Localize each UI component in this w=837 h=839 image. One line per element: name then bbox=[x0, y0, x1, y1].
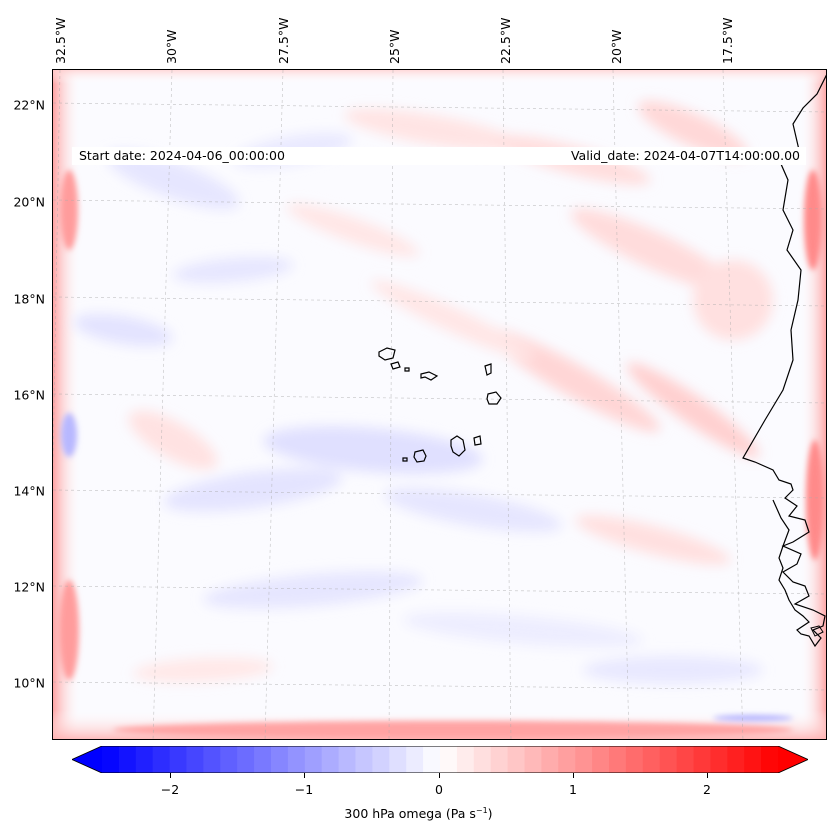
colorbar-bin bbox=[541, 746, 559, 773]
colorbar-label: 300 hPa omega (Pa s−1) bbox=[0, 806, 837, 821]
colorbar-bin bbox=[153, 746, 171, 773]
cb-tick-label: 0 bbox=[435, 782, 443, 797]
colorbar-label-text: 300 hPa omega (Pa s bbox=[344, 806, 475, 821]
cb-tick-mark bbox=[170, 773, 171, 778]
colorbar-extend-max bbox=[778, 746, 808, 773]
colorbar-bin bbox=[389, 746, 407, 773]
colorbar-bin bbox=[356, 746, 374, 773]
colorbar-bin bbox=[660, 746, 678, 773]
cb-tick-mark bbox=[573, 773, 574, 778]
colorbar-bin bbox=[119, 746, 136, 773]
colorbar-extend-min bbox=[72, 746, 102, 773]
valid-date-label: Valid_date: 2024-04-07T14:00:00.00 bbox=[571, 147, 800, 165]
start-date-label: Start date: 2024-04-06_00:00:00 bbox=[79, 147, 285, 165]
lat-label-18n: 18°N bbox=[13, 292, 45, 307]
colorbar-bin bbox=[474, 746, 492, 773]
colorbar-bin bbox=[203, 746, 221, 773]
colorbar-bin bbox=[525, 746, 543, 773]
cb-tick-label: 1 bbox=[569, 782, 577, 797]
colorbar-bin bbox=[372, 746, 390, 773]
colorbar-bin bbox=[677, 746, 695, 773]
colorbar-bin bbox=[136, 746, 154, 773]
field-edge-top bbox=[53, 70, 827, 84]
colorbar-bin bbox=[305, 746, 323, 773]
colorbar-bin bbox=[744, 746, 762, 773]
colorbar-bin bbox=[220, 746, 238, 773]
colorbar-bin bbox=[237, 746, 255, 773]
cb-tick-label: −1 bbox=[295, 782, 313, 797]
colorbar-bin bbox=[322, 746, 340, 773]
colorbar-bin bbox=[508, 746, 525, 773]
colorbar-bin bbox=[339, 746, 357, 773]
colorbar-bin bbox=[491, 746, 509, 773]
lon-label-25w: 25°W bbox=[387, 29, 402, 64]
colorbar-bin bbox=[609, 746, 627, 773]
lat-label-16n: 16°N bbox=[13, 388, 45, 403]
lon-label-32-5w: 32.5°W bbox=[53, 18, 68, 64]
colorbar-bin bbox=[102, 746, 120, 773]
cb-tick-label: 2 bbox=[703, 782, 711, 797]
colorbar-bin bbox=[271, 746, 289, 773]
cb-tick-mark bbox=[707, 773, 708, 778]
colorbar-bin bbox=[457, 746, 475, 773]
colorbar-label-close: ) bbox=[488, 806, 493, 821]
colorbar-bin bbox=[626, 746, 644, 773]
colorbar-bins bbox=[72, 746, 808, 773]
lat-label-10n: 10°N bbox=[13, 676, 45, 691]
lon-label-17-5w: 17.5°W bbox=[720, 18, 735, 64]
cb-tick-mark bbox=[304, 773, 305, 778]
lat-label-20n: 20°N bbox=[13, 195, 45, 210]
lon-label-20w: 20°W bbox=[609, 29, 624, 64]
lon-label-30w: 30°W bbox=[164, 29, 179, 64]
colorbar bbox=[72, 746, 808, 773]
colorbar-bin bbox=[170, 746, 188, 773]
omega-field bbox=[53, 70, 827, 740]
lat-label-14n: 14°N bbox=[13, 484, 45, 499]
colorbar-bin bbox=[694, 746, 712, 773]
colorbar-bin bbox=[406, 746, 424, 773]
colorbar-label-exponent: −1 bbox=[476, 806, 488, 815]
colorbar-bin bbox=[440, 746, 458, 773]
colorbar-bin bbox=[575, 746, 593, 773]
colorbar-bin bbox=[254, 746, 272, 773]
colorbar-bin bbox=[710, 746, 728, 773]
colorbar-bin bbox=[643, 746, 661, 773]
colorbar-bin bbox=[558, 746, 576, 773]
map-panel: Start date: 2024-04-06_00:00:00 Valid_da… bbox=[52, 69, 827, 740]
colorbar-bin bbox=[423, 746, 441, 773]
lat-label-22n: 22°N bbox=[13, 98, 45, 113]
colorbar-bin bbox=[761, 746, 779, 773]
colorbar-bin bbox=[592, 746, 610, 773]
colorbar-bin bbox=[288, 746, 306, 773]
colorbar-bin bbox=[187, 746, 205, 773]
cb-tick-mark bbox=[439, 773, 440, 778]
cb-tick-label: −2 bbox=[161, 782, 179, 797]
lon-label-27-5w: 27.5°W bbox=[276, 18, 291, 64]
lat-label-12n: 12°N bbox=[13, 580, 45, 595]
colorbar-bin bbox=[727, 746, 745, 773]
lon-label-22-5w: 22.5°W bbox=[498, 18, 513, 64]
